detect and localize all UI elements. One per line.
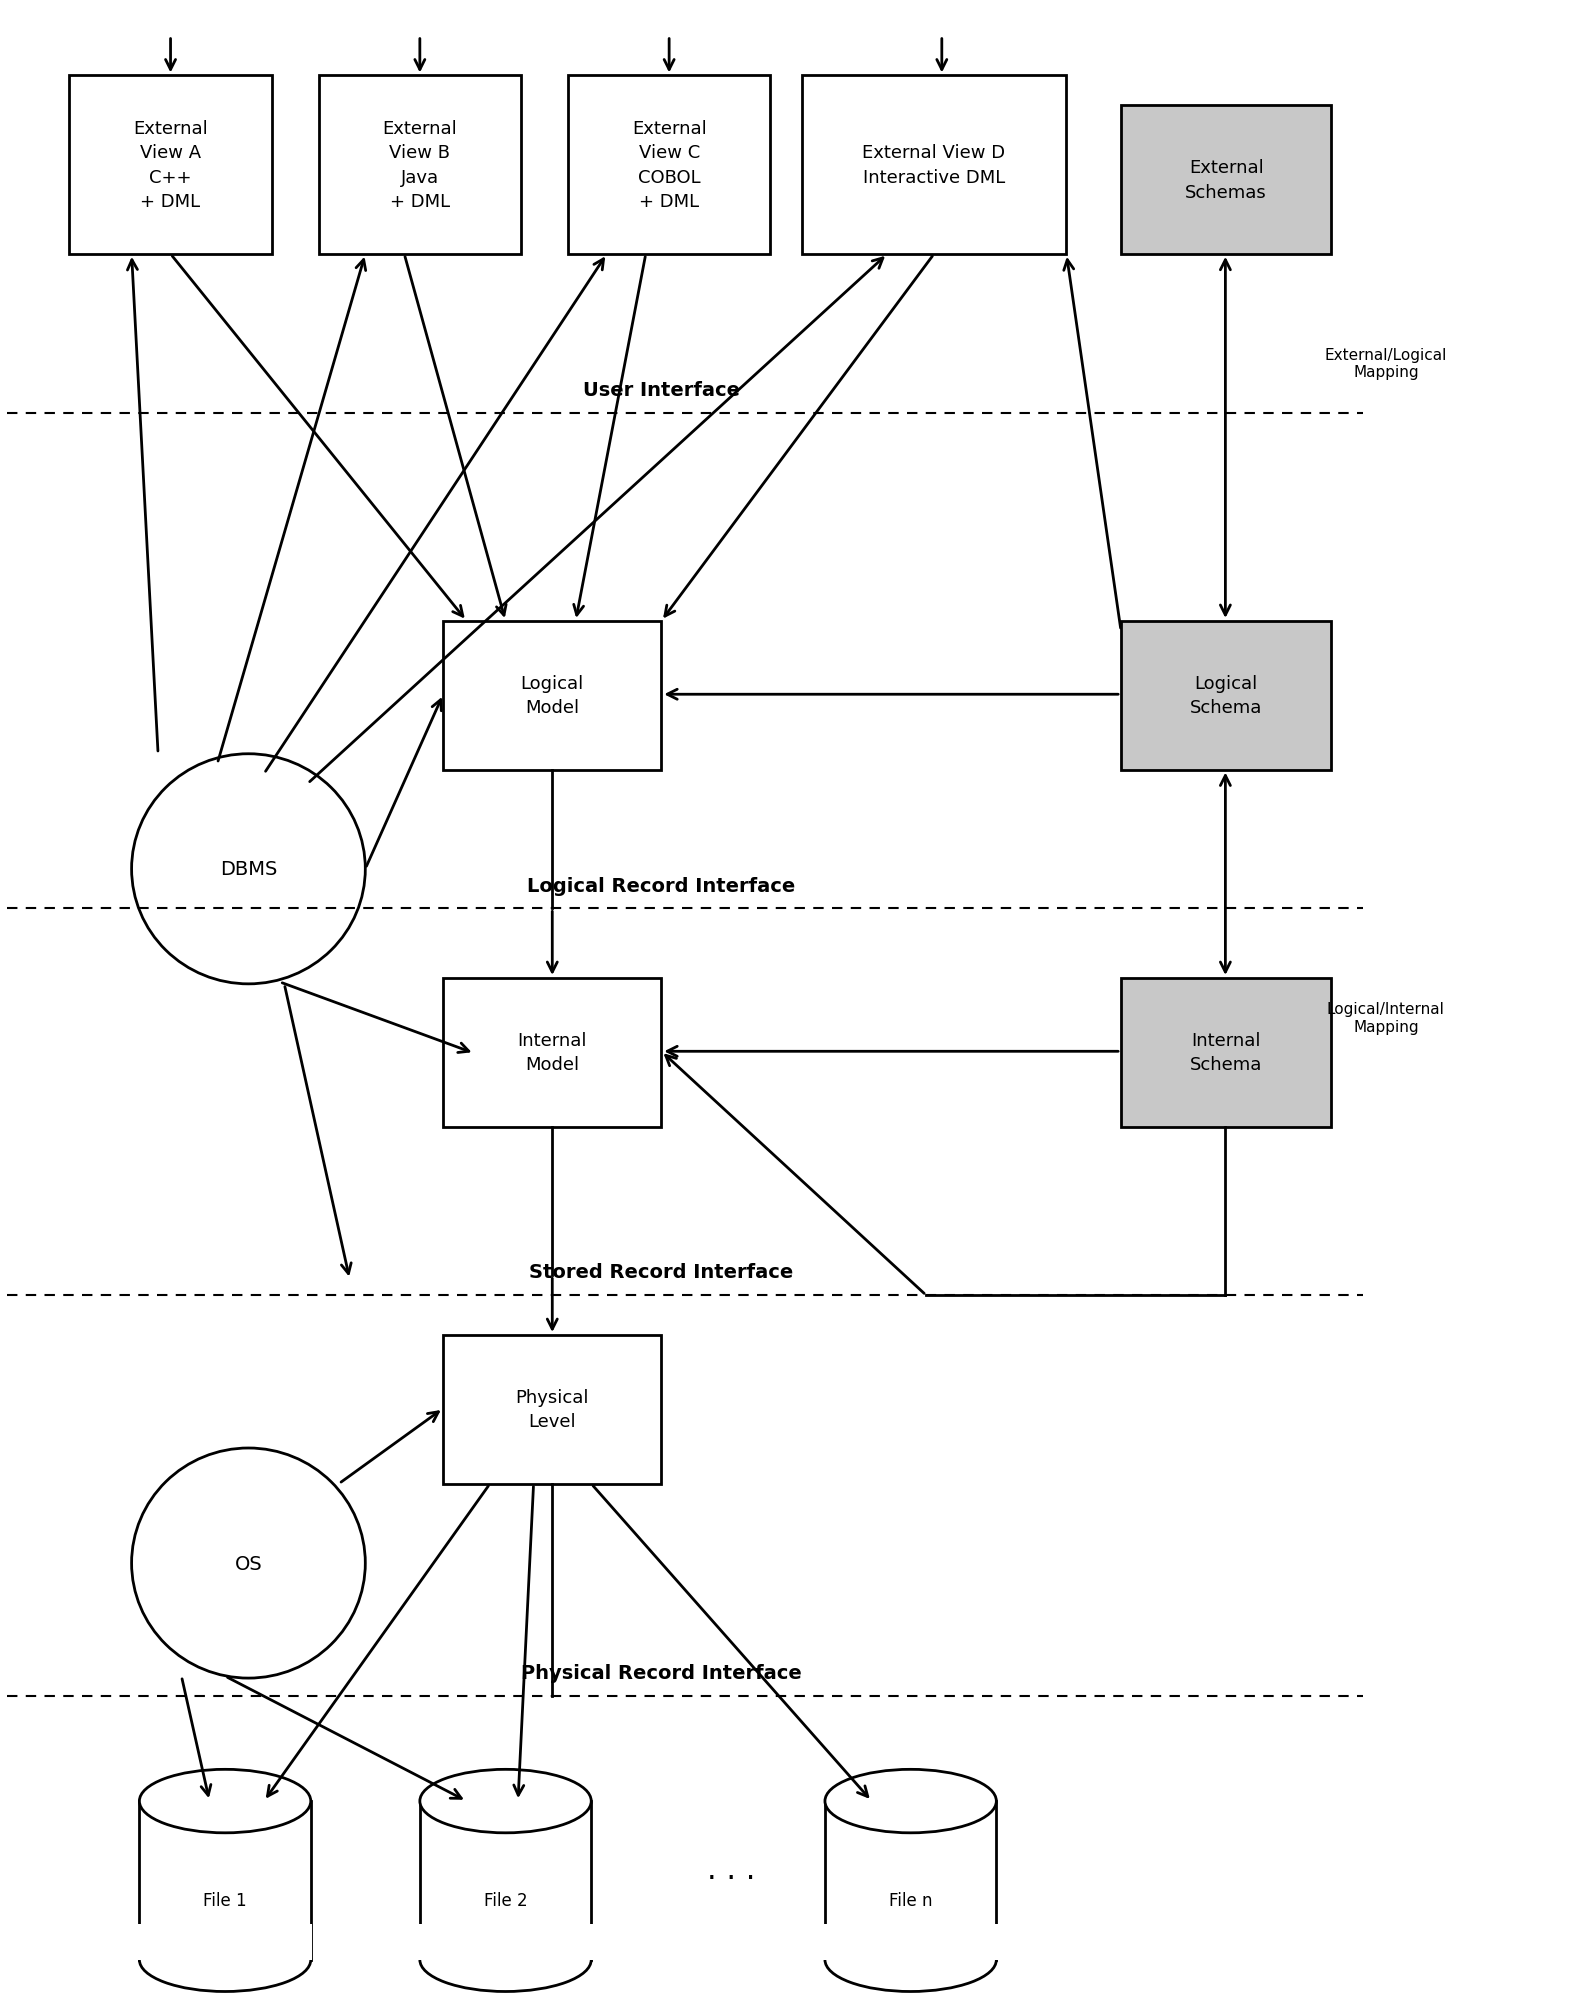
Text: User Interface: User Interface bbox=[583, 380, 740, 400]
Ellipse shape bbox=[420, 1928, 591, 1992]
Text: External View D
Interactive DML: External View D Interactive DML bbox=[863, 144, 1006, 186]
Text: External
View C
COBOL
+ DML: External View C COBOL + DML bbox=[632, 120, 706, 212]
Text: File 1: File 1 bbox=[203, 1892, 247, 1910]
Ellipse shape bbox=[140, 1770, 311, 1832]
Text: Logical Record Interface: Logical Record Interface bbox=[527, 877, 795, 895]
Text: External
View A
C++
+ DML: External View A C++ + DML bbox=[134, 120, 208, 212]
FancyBboxPatch shape bbox=[824, 1924, 998, 1960]
FancyBboxPatch shape bbox=[140, 1800, 311, 1960]
Text: External
View B
Java
+ DML: External View B Java + DML bbox=[382, 120, 457, 212]
FancyBboxPatch shape bbox=[1121, 979, 1331, 1127]
Ellipse shape bbox=[420, 1770, 591, 1832]
Ellipse shape bbox=[825, 1928, 997, 1992]
Text: File 2: File 2 bbox=[484, 1892, 527, 1910]
Text: External/Logical
Mapping: External/Logical Mapping bbox=[1325, 348, 1448, 380]
Text: External
Schemas: External Schemas bbox=[1185, 160, 1267, 202]
Ellipse shape bbox=[825, 1770, 997, 1832]
FancyBboxPatch shape bbox=[825, 1800, 997, 1960]
Text: Stored Record Interface: Stored Record Interface bbox=[530, 1263, 794, 1283]
FancyBboxPatch shape bbox=[1121, 106, 1331, 256]
Text: Physical Record Interface: Physical Record Interface bbox=[520, 1662, 802, 1682]
Text: OS: OS bbox=[234, 1554, 263, 1572]
FancyBboxPatch shape bbox=[443, 621, 662, 771]
Ellipse shape bbox=[132, 755, 365, 985]
Text: File n: File n bbox=[888, 1892, 932, 1910]
Text: DBMS: DBMS bbox=[220, 859, 277, 879]
FancyBboxPatch shape bbox=[138, 1924, 313, 1960]
FancyBboxPatch shape bbox=[443, 979, 662, 1127]
Ellipse shape bbox=[132, 1449, 365, 1678]
Text: Logical
Model: Logical Model bbox=[520, 675, 583, 717]
Text: · · ·: · · · bbox=[707, 1864, 756, 1892]
Text: Logical/Internal
Mapping: Logical/Internal Mapping bbox=[1327, 1001, 1445, 1035]
Text: Internal
Schema: Internal Schema bbox=[1190, 1031, 1262, 1073]
Text: Physical
Level: Physical Level bbox=[516, 1389, 590, 1431]
FancyBboxPatch shape bbox=[418, 1924, 593, 1960]
FancyBboxPatch shape bbox=[1121, 621, 1331, 771]
Ellipse shape bbox=[140, 1928, 311, 1992]
Text: Internal
Model: Internal Model bbox=[517, 1031, 586, 1073]
FancyBboxPatch shape bbox=[567, 76, 770, 256]
FancyBboxPatch shape bbox=[802, 76, 1066, 256]
FancyBboxPatch shape bbox=[443, 1335, 662, 1485]
Text: Logical
Schema: Logical Schema bbox=[1190, 675, 1262, 717]
FancyBboxPatch shape bbox=[420, 1800, 591, 1960]
FancyBboxPatch shape bbox=[69, 76, 272, 256]
FancyBboxPatch shape bbox=[319, 76, 522, 256]
